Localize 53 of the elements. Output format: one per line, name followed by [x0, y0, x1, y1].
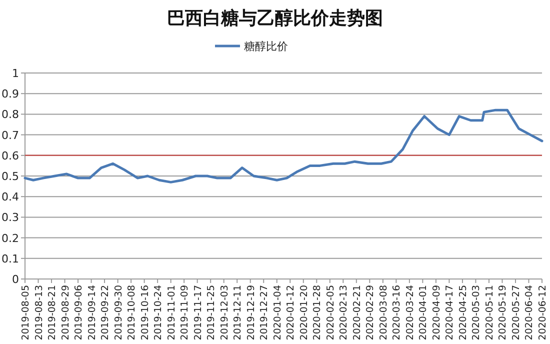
y-tick-label: 0.2 [2, 232, 19, 245]
x-tick-label: 2019-09-14 [86, 285, 98, 340]
x-tick-label: 2020-02-21 [352, 285, 363, 340]
x-tick-label: 2019-08-21 [47, 285, 58, 340]
x-tick-label: 2020-05-19 [498, 285, 509, 340]
y-tick-label: 1 [12, 67, 19, 80]
chart-title: 巴西白糖与乙醇比价走势图 [167, 8, 383, 29]
x-tick-label: 2020-03-24 [404, 285, 416, 340]
y-tick-label: 0.8 [2, 108, 19, 122]
x-tick-label: 2019-09-30 [113, 285, 124, 340]
x-tick-label: 2019-11-25 [206, 285, 218, 340]
legend-label: 糖醇比价 [244, 40, 288, 53]
x-tick-label: 2019-11-01 [166, 285, 178, 340]
y-tick-label: 0.6 [2, 149, 19, 162]
x-tick-label: 2019-12-03 [219, 285, 230, 340]
y-tick-label: 0.7 [2, 128, 19, 142]
x-tick-label: 2020-04-09 [431, 285, 442, 340]
x-tick-label: 2019-10-08 [126, 285, 138, 340]
y-tick-label: 0.4 [2, 190, 19, 204]
x-tick-label: 2019-11-17 [192, 285, 204, 340]
x-tick-label: 2019-08-05 [20, 285, 32, 340]
x-tick-label: 2019-10-16 [140, 285, 151, 340]
x-tick-label: 2020-02-05 [325, 285, 336, 340]
x-tick-label: 2020-04-17 [444, 285, 456, 340]
y-tick-label: 0.1 [2, 252, 19, 266]
x-tick-label: 2020-05-27 [510, 285, 522, 340]
x-tick-label: 2019-08-13 [34, 285, 45, 340]
x-tick-label: 2020-03-16 [392, 285, 403, 340]
x-tick-label: 2019-09-06 [74, 285, 85, 340]
x-tick-label: 2020-01-12 [286, 285, 297, 340]
y-tick-label: 0.5 [2, 170, 19, 183]
x-tick-label: 2020-04-01 [418, 285, 430, 340]
x-tick-label: 2019-12-11 [232, 285, 244, 340]
x-tick-label: 2020-01-04 [272, 285, 284, 340]
x-tick-label: 2020-05-11 [484, 285, 496, 340]
x-tick-label: 2020-01-28 [312, 285, 324, 340]
x-tick-label: 2020-01-20 [298, 285, 310, 340]
x-tick-label: 2020-04-25 [458, 285, 469, 340]
y-tick-label: 0 [12, 273, 19, 286]
x-tick-label: 2019-09-22 [100, 285, 112, 340]
x-tick-label: 2019-12-27 [259, 285, 270, 340]
x-tick-label: 2020-03-08 [378, 285, 390, 340]
x-tick-label: 2019-08-29 [60, 285, 72, 340]
x-tick-label: 2019-11-09 [180, 285, 191, 340]
x-tick-label: 2020-02-29 [365, 285, 376, 340]
x-tick-label: 2019-10-24 [153, 285, 164, 340]
x-tick-label: 2019-12-19 [246, 285, 257, 340]
x-tick-label: 2020-05-03 [471, 285, 482, 340]
x-tick-label: 2020-06-04 [524, 285, 536, 340]
y-tick-label: 0.9 [2, 88, 19, 101]
x-tick-label: 2020-02-13 [338, 285, 350, 340]
y-tick-label: 0.3 [2, 211, 19, 224]
x-tick-label: 2020-06-12 [538, 285, 548, 340]
